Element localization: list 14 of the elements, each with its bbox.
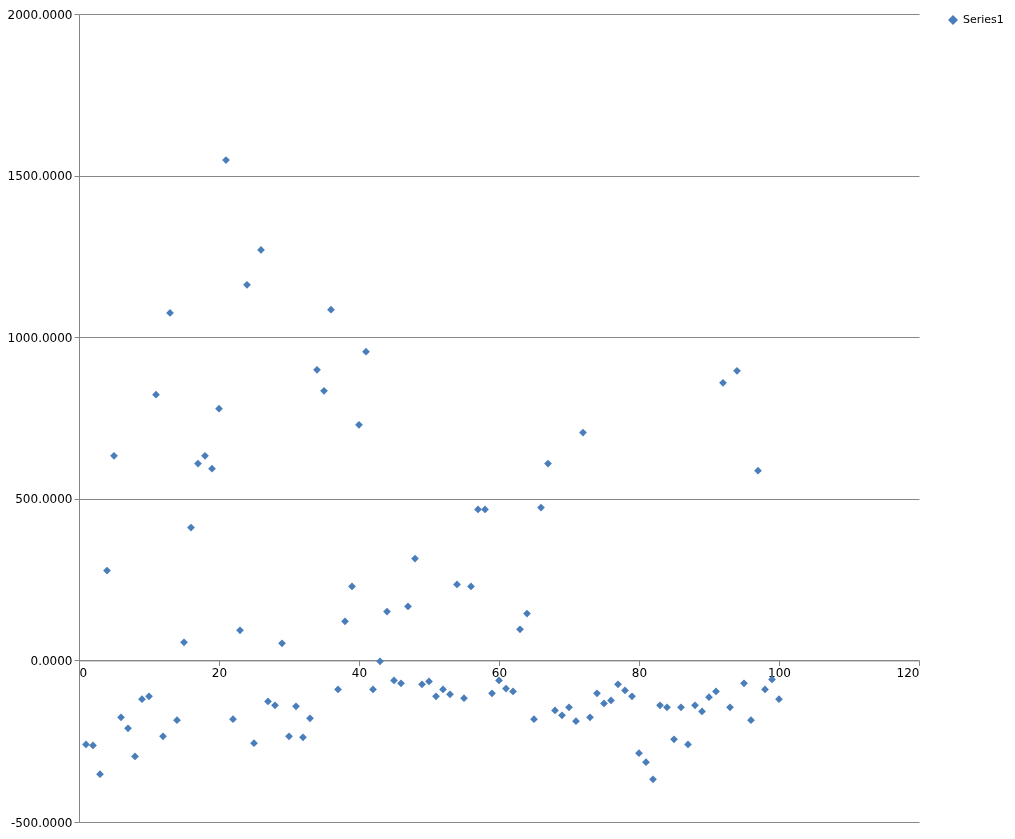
x-tick-label: 60	[491, 665, 508, 680]
legend-label: Series1	[963, 13, 1004, 26]
x-tick-label: 80	[631, 665, 648, 680]
y-tick-label: 1500.0000	[7, 169, 73, 184]
y-tick-label: 1000.0000	[7, 330, 73, 345]
x-tick-label: 20	[211, 665, 228, 680]
y-tick-label: -500.0000	[10, 815, 73, 830]
x-tick-label: 0	[79, 665, 88, 680]
y-tick-label: 500.0000	[15, 492, 73, 507]
x-tick-label: 120	[896, 665, 920, 680]
y-tick-label: 2000.0000	[7, 7, 73, 22]
x-tick-label: 100	[768, 665, 791, 680]
x-tick-label: 40	[351, 665, 368, 680]
y-tick-label: 0.0000	[30, 653, 73, 668]
